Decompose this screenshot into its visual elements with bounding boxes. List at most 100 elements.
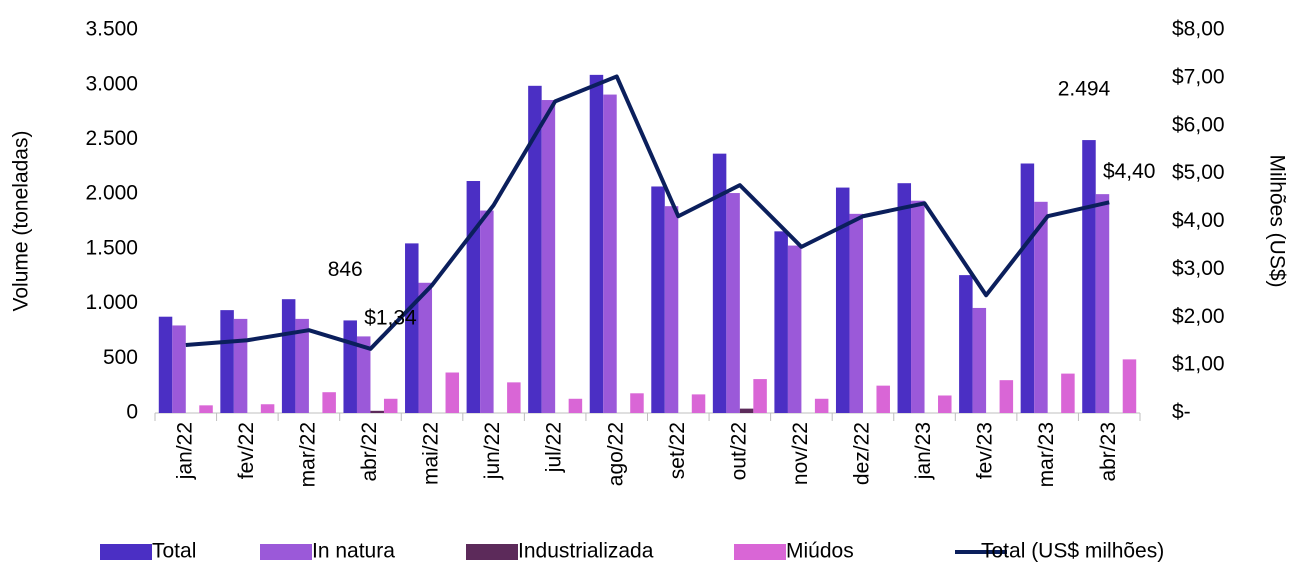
bar	[876, 385, 890, 413]
bar	[418, 282, 433, 413]
data-label: 846	[328, 258, 363, 281]
bar	[911, 200, 925, 413]
bar	[233, 318, 248, 413]
legend-swatch	[260, 544, 312, 560]
bar	[664, 206, 679, 413]
y-axis-title: Volume (toneladas)	[10, 131, 33, 312]
bar	[528, 85, 542, 414]
bar	[726, 193, 740, 413]
bar	[172, 325, 186, 413]
x-tick-label: abr/22	[358, 422, 381, 482]
x-tick-label: jun/22	[481, 422, 504, 480]
bar	[343, 320, 357, 413]
x-tick-label: fev/23	[974, 422, 997, 479]
y-tick-label: 2.500	[85, 127, 138, 150]
bar	[260, 404, 275, 413]
bar	[1082, 140, 1096, 413]
y2-tick-label: $2,00	[1172, 305, 1225, 328]
bar	[630, 393, 644, 413]
x-tick-label: mar/23	[1035, 422, 1058, 487]
x-tick-label: mar/22	[296, 422, 319, 487]
bar	[568, 398, 583, 413]
line-series	[185, 74, 1110, 351]
bar	[897, 183, 912, 413]
bar	[651, 186, 665, 413]
bar	[774, 231, 788, 413]
bar	[541, 100, 556, 413]
bar	[1034, 201, 1048, 413]
bar	[753, 379, 767, 413]
bar	[589, 74, 604, 413]
bar	[999, 380, 1014, 413]
bar	[480, 210, 494, 413]
legend-label: Total	[152, 540, 196, 563]
bar	[849, 213, 863, 413]
bar	[938, 395, 952, 413]
bar	[1122, 359, 1137, 413]
y2-tick-label: $4,00	[1172, 209, 1225, 232]
bar	[1020, 163, 1035, 413]
x-tick-label: nov/22	[789, 422, 812, 485]
legend-swatch	[734, 544, 786, 560]
bar	[835, 187, 850, 413]
bar	[972, 307, 987, 413]
y-tick-label: 1.500	[85, 236, 138, 259]
y-tick-label: 0	[126, 401, 138, 424]
x-tick-label: out/22	[727, 422, 750, 480]
x-tick-label: dez/22	[851, 422, 874, 485]
y2-tick-label: $5,00	[1172, 161, 1225, 184]
bar	[691, 394, 706, 413]
bar	[405, 243, 419, 413]
y2-tick-label: $3,00	[1172, 257, 1225, 280]
y-tick-label: 2.000	[85, 182, 138, 205]
legend-swatch	[466, 544, 518, 560]
x-tick-label: mai/22	[420, 422, 443, 485]
legend-swatch	[100, 544, 152, 560]
bar	[356, 336, 371, 413]
bar	[281, 299, 296, 413]
bar	[220, 310, 234, 413]
bar	[787, 245, 802, 413]
bar	[814, 398, 829, 413]
legend-label: In natura	[312, 540, 395, 563]
y-tick-label: 1.000	[85, 291, 138, 314]
bar	[959, 275, 973, 413]
bar	[370, 410, 384, 413]
y-tick-label: 3.500	[85, 18, 138, 41]
bar	[322, 392, 336, 413]
y2-tick-label: $1,00	[1172, 353, 1225, 376]
bar	[603, 94, 617, 413]
legend-label: Miúdos	[786, 540, 854, 563]
bar	[199, 405, 213, 413]
bar	[739, 408, 754, 413]
data-label: 2.494	[1058, 78, 1111, 101]
bar	[466, 181, 481, 413]
x-tick-label: jan/22	[173, 422, 196, 480]
x-tick-label: set/22	[666, 422, 689, 479]
bar	[712, 153, 727, 413]
bar	[445, 372, 460, 413]
y2-tick-label: $6,00	[1172, 113, 1225, 136]
y-tick-label: 3.000	[85, 72, 138, 95]
x-tick-label: ago/22	[604, 422, 627, 486]
bar	[383, 398, 398, 413]
y2-axis-title: Milhões (US$)	[1265, 154, 1288, 287]
y2-tick-label: $-	[1172, 401, 1191, 424]
bar	[507, 382, 521, 413]
x-tick-label: abr/23	[1097, 422, 1120, 482]
x-tick-label: jul/22	[543, 422, 566, 473]
y2-tick-label: $7,00	[1172, 65, 1225, 88]
x-tick-label: fev/22	[235, 422, 258, 479]
y-tick-label: 500	[103, 346, 138, 369]
legend-label: Industrializada	[518, 540, 654, 563]
data-label: $4,40	[1103, 160, 1156, 183]
bar	[1095, 194, 1110, 413]
legend-label: Total (US$ milhões)	[981, 540, 1164, 563]
bar	[1061, 373, 1075, 413]
x-tick-label: jan/23	[912, 422, 935, 480]
y2-tick-label: $8,00	[1172, 18, 1225, 41]
bar	[295, 318, 309, 413]
data-label: $1,34	[364, 306, 417, 329]
bar	[158, 316, 173, 413]
